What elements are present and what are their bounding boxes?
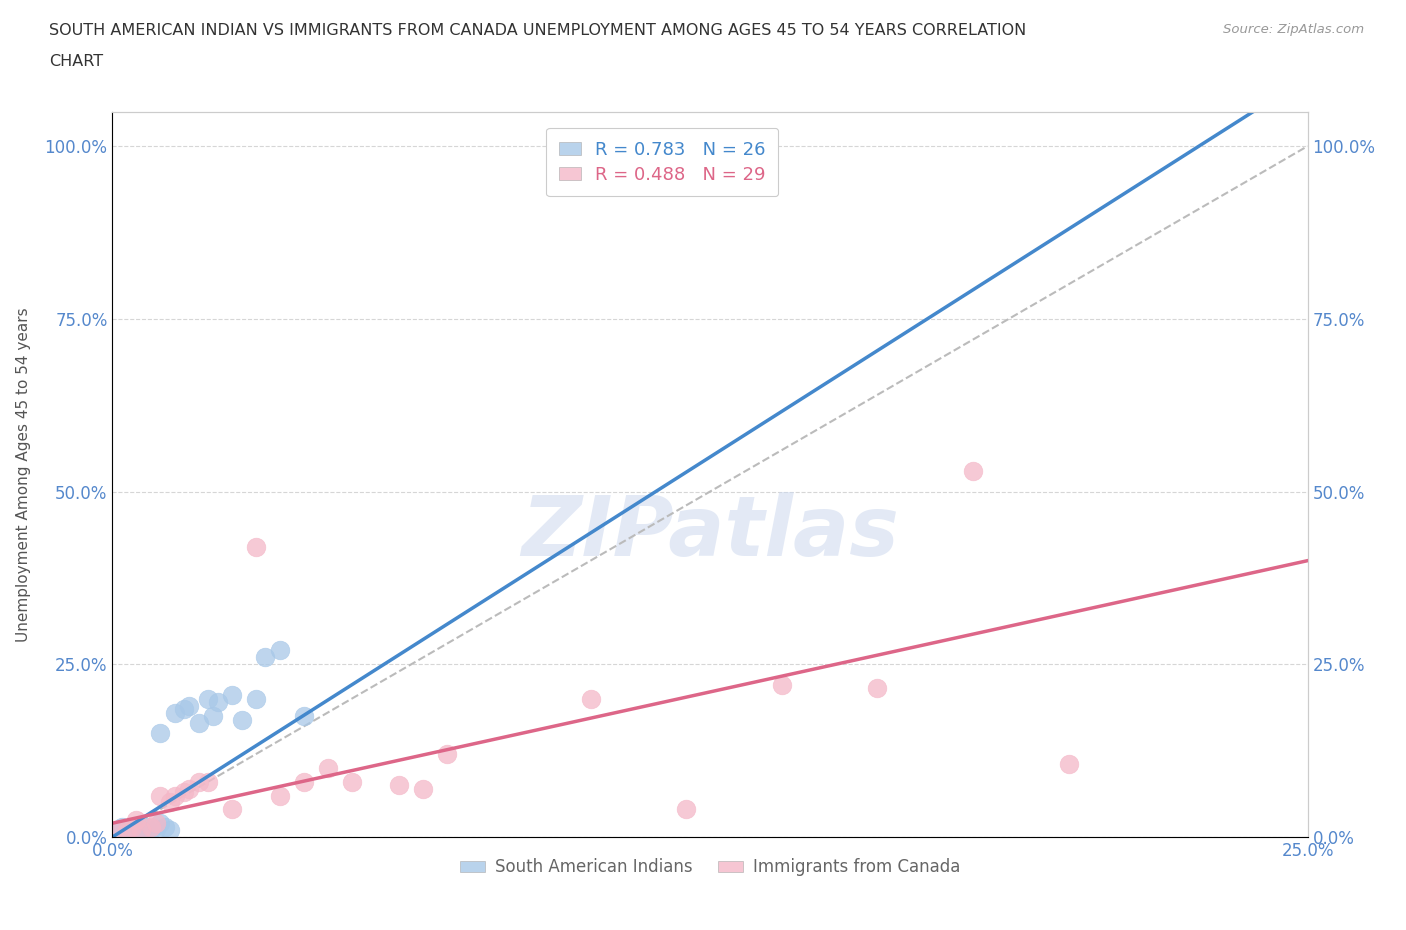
Point — [173, 785, 195, 800]
Point — [316, 761, 339, 776]
Text: CHART: CHART — [49, 54, 103, 69]
Point — [135, 819, 157, 834]
Point — [177, 781, 200, 796]
Point — [675, 802, 697, 817]
Point — [197, 691, 219, 706]
Point — [163, 705, 186, 720]
Point — [125, 812, 148, 827]
Point — [187, 715, 209, 730]
Text: Source: ZipAtlas.com: Source: ZipAtlas.com — [1223, 23, 1364, 36]
Point — [153, 819, 176, 834]
Point — [1057, 757, 1080, 772]
Point — [412, 781, 434, 796]
Point — [105, 824, 128, 839]
Point — [292, 709, 315, 724]
Point — [149, 788, 172, 803]
Point — [159, 823, 181, 838]
Point — [579, 691, 602, 706]
Point — [254, 650, 277, 665]
Point — [111, 819, 134, 834]
Point — [129, 823, 152, 838]
Point — [245, 691, 267, 706]
Point — [145, 821, 167, 836]
Point — [125, 823, 148, 838]
Point — [269, 643, 291, 658]
Point — [163, 788, 186, 803]
Point — [221, 688, 243, 703]
Point — [149, 816, 172, 830]
Point — [770, 678, 793, 693]
Point — [231, 712, 253, 727]
Y-axis label: Unemployment Among Ages 45 to 54 years: Unemployment Among Ages 45 to 54 years — [15, 307, 31, 642]
Point — [245, 539, 267, 554]
Point — [139, 823, 162, 838]
Point — [115, 823, 138, 838]
Point — [121, 821, 143, 836]
Point — [159, 795, 181, 810]
Point — [866, 681, 889, 696]
Point — [145, 816, 167, 830]
Point — [340, 775, 363, 790]
Text: ZIPatlas: ZIPatlas — [522, 492, 898, 573]
Point — [197, 775, 219, 790]
Point — [149, 726, 172, 741]
Point — [129, 824, 152, 839]
Point — [115, 824, 138, 839]
Point — [436, 747, 458, 762]
Point — [388, 777, 411, 792]
Legend: South American Indians, Immigrants from Canada: South American Indians, Immigrants from … — [453, 852, 967, 883]
Point — [221, 802, 243, 817]
Point — [105, 823, 128, 838]
Point — [139, 819, 162, 834]
Point — [173, 702, 195, 717]
Point — [201, 709, 224, 724]
Point — [121, 819, 143, 834]
Point — [187, 775, 209, 790]
Point — [962, 463, 984, 478]
Point — [177, 698, 200, 713]
Point — [292, 775, 315, 790]
Point — [269, 788, 291, 803]
Text: SOUTH AMERICAN INDIAN VS IMMIGRANTS FROM CANADA UNEMPLOYMENT AMONG AGES 45 TO 54: SOUTH AMERICAN INDIAN VS IMMIGRANTS FROM… — [49, 23, 1026, 38]
Point — [207, 695, 229, 710]
